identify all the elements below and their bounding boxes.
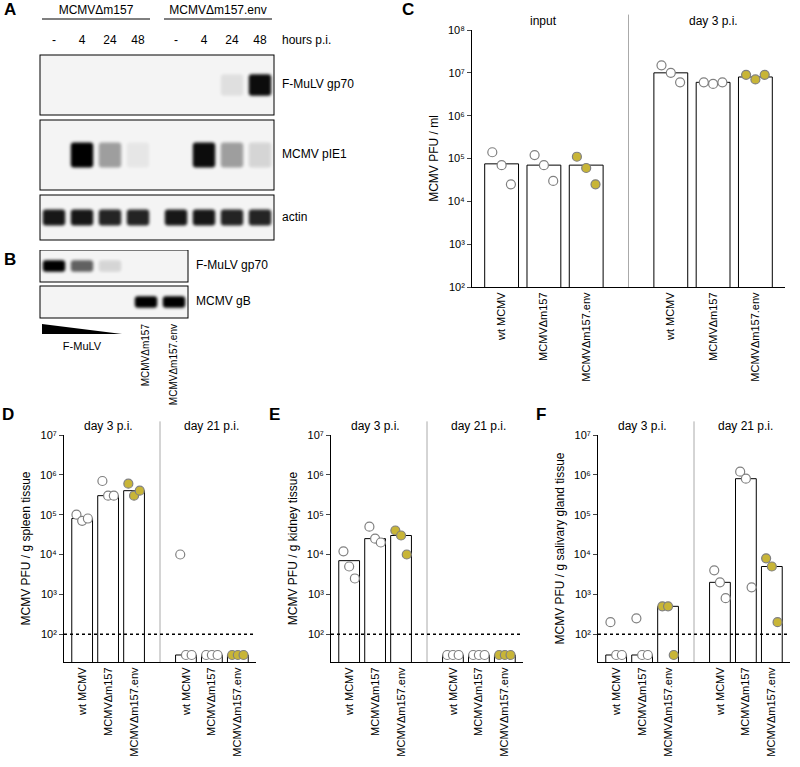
svg-text:wt MCMV: wt MCMV (495, 292, 507, 341)
svg-text:wt MCMV: wt MCMV (343, 667, 355, 716)
svg-text:MCMVΔm157.env: MCMVΔm157.env (168, 324, 179, 405)
svg-text:10⁴: 10⁴ (307, 548, 324, 560)
svg-text:wt MCMV: wt MCMV (610, 667, 622, 716)
svg-text:day 3 p.i.: day 3 p.i. (351, 419, 400, 433)
html-text:D: D (2, 405, 15, 424)
svg-text:MCMVΔm157: MCMVΔm157 (140, 324, 151, 387)
svg-text:input: input (530, 14, 557, 28)
svg-text:MCMVΔm157.env: MCMVΔm157.env (498, 667, 510, 757)
svg-text:10⁷: 10⁷ (449, 67, 465, 79)
svg-text:day 21 p.i.: day 21 p.i. (451, 419, 506, 433)
svg-text:-: - (52, 33, 56, 47)
svg-text:MCMV PFU / g kidney tissue: MCMV PFU / g kidney tissue (286, 471, 300, 625)
svg-text:10⁶: 10⁶ (448, 110, 465, 122)
svg-text:MCMVΔm157: MCMVΔm157 (102, 667, 114, 735)
svg-text:day 3 p.i.: day 3 p.i. (689, 14, 738, 28)
svg-text:24: 24 (225, 33, 239, 47)
svg-text:MCMVΔm157.env: MCMVΔm157.env (128, 667, 140, 757)
svg-text:10⁵: 10⁵ (40, 509, 57, 521)
svg-text:MCMVΔm157.env: MCMVΔm157.env (765, 667, 777, 757)
svg-text:48: 48 (131, 33, 145, 47)
svg-text:4: 4 (201, 33, 208, 47)
svg-text:actin: actin (282, 210, 307, 224)
svg-text:10³: 10³ (449, 238, 465, 250)
svg-text:10⁵: 10⁵ (574, 509, 591, 521)
svg-text:day 3 p.i.: day 3 p.i. (84, 419, 133, 433)
svg-text:10⁵: 10⁵ (307, 509, 324, 521)
svg-text:-: - (174, 33, 178, 47)
svg-text:4: 4 (79, 33, 86, 47)
svg-text:10⁴: 10⁴ (40, 548, 57, 560)
svg-text:MCMV PFU / ml: MCMV PFU / ml (427, 115, 441, 202)
svg-text:day 21 p.i.: day 21 p.i. (718, 419, 773, 433)
html-text:B: B (4, 250, 17, 269)
svg-text:MCMVΔm157: MCMVΔm157 (205, 667, 217, 735)
svg-text:MCMVΔm157: MCMVΔm157 (537, 292, 549, 360)
svg-text:MCMVΔm157: MCMVΔm157 (472, 667, 484, 735)
svg-text:10⁷: 10⁷ (41, 429, 57, 441)
svg-text:10²: 10² (449, 281, 465, 293)
html-text:A: A (4, 0, 17, 19)
svg-text:MCMVΔm157.env: MCMVΔm157.env (395, 667, 407, 757)
svg-text:MCMV pIE1: MCMV pIE1 (282, 147, 347, 161)
svg-text:10⁶: 10⁶ (40, 469, 57, 481)
svg-text:wt MCMV: wt MCMV (447, 667, 459, 716)
svg-text:10⁶: 10⁶ (307, 469, 324, 481)
html-text:C: C (402, 0, 415, 19)
svg-text:10²: 10² (308, 628, 324, 640)
svg-text:10⁷: 10⁷ (308, 429, 324, 441)
svg-text:F-MuLV gp70: F-MuLV gp70 (282, 77, 354, 91)
svg-text:MCMVΔm157.env: MCMVΔm157.env (662, 667, 674, 757)
svg-text:MCMVΔm157: MCMVΔm157 (636, 667, 648, 735)
svg-text:MCMVΔm157: MCMVΔm157 (369, 667, 381, 735)
svg-text:MCMV PFU / g spleen tissue: MCMV PFU / g spleen tissue (19, 471, 33, 625)
svg-text:10⁵: 10⁵ (448, 152, 465, 164)
svg-text:10³: 10³ (41, 588, 57, 600)
svg-text:day 21 p.i.: day 21 p.i. (184, 419, 239, 433)
svg-text:wt MCMV: wt MCMV (714, 667, 726, 716)
svg-text:day 3 p.i.: day 3 p.i. (618, 419, 667, 433)
svg-text:10³: 10³ (308, 588, 324, 600)
svg-text:48: 48 (253, 33, 267, 47)
svg-text:10⁴: 10⁴ (448, 195, 465, 207)
svg-text:MCMVΔm157.env: MCMVΔm157.env (749, 292, 761, 382)
svg-text:F-MuLV gp70: F-MuLV gp70 (196, 258, 268, 272)
svg-text:10⁸: 10⁸ (448, 24, 465, 36)
svg-text:MCMVΔm157.env: MCMVΔm157.env (231, 667, 243, 757)
svg-text:MCMVΔm157.env: MCMVΔm157.env (580, 292, 592, 382)
svg-text:10⁴: 10⁴ (574, 548, 591, 560)
html-text:F: F (536, 405, 547, 424)
svg-text:MCMVΔm157: MCMVΔm157 (707, 292, 719, 360)
svg-text:10²: 10² (41, 628, 57, 640)
svg-text:MCMVΔm157: MCMVΔm157 (59, 3, 134, 17)
svg-text:10⁷: 10⁷ (575, 429, 591, 441)
svg-text:24: 24 (103, 33, 117, 47)
svg-text:F-MuLV: F-MuLV (63, 340, 102, 352)
svg-text:10²: 10² (575, 628, 591, 640)
svg-text:hours p.i.: hours p.i. (282, 33, 331, 47)
svg-text:MCMVΔm157.env: MCMVΔm157.env (169, 3, 266, 17)
svg-text:wt MCMV: wt MCMV (76, 667, 88, 716)
svg-text:MCMV gB: MCMV gB (196, 294, 251, 308)
html-text:E: E (269, 405, 281, 424)
svg-text:wt MCMV: wt MCMV (664, 292, 676, 341)
svg-text:10⁶: 10⁶ (574, 469, 591, 481)
svg-text:wt MCMV: wt MCMV (180, 667, 192, 716)
svg-text:MCMV PFU / g salivary gland ti: MCMV PFU / g salivary gland tissue (553, 452, 567, 644)
svg-text:MCMVΔm157: MCMVΔm157 (739, 667, 751, 735)
svg-text:10³: 10³ (575, 588, 591, 600)
